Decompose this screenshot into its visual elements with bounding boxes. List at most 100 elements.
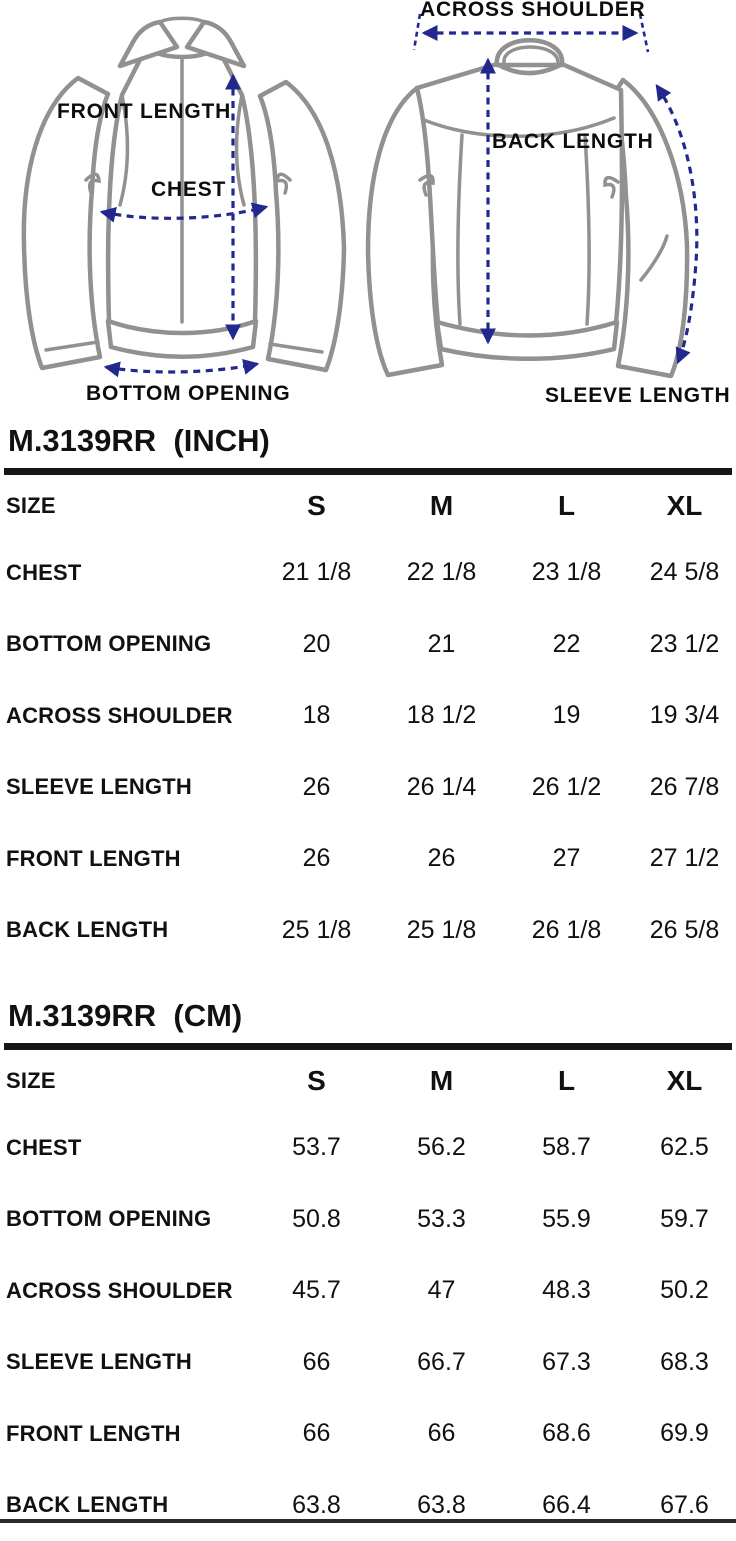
cell-value: 25 1/8	[254, 895, 379, 967]
cell-value: 24 5/8	[629, 537, 736, 609]
row-label: SLEEVE LENGTH	[4, 752, 254, 824]
back-body	[417, 64, 622, 337]
cell-value: 53.3	[379, 1184, 504, 1256]
size-header: SIZE	[4, 1050, 254, 1112]
across-shoulder-label: ACROSS SHOULDER	[420, 0, 646, 21]
sleeve-length-label: SLEEVE LENGTH	[545, 384, 730, 407]
row-label: FRONT LENGTH	[4, 1398, 254, 1470]
table-row: BACK LENGTH 63.8 63.8 66.4 67.6	[4, 1470, 736, 1541]
table-row: BOTTOM OPENING 50.8 53.3 55.9 59.7	[4, 1184, 736, 1256]
cell-value: 26	[254, 752, 379, 824]
cell-value: 56.2	[379, 1112, 504, 1184]
row-label: BACK LENGTH	[4, 1470, 254, 1541]
cell-value: 50.8	[254, 1184, 379, 1256]
cell-value: 68.6	[504, 1398, 629, 1470]
row-label: ACROSS SHOULDER	[4, 1255, 254, 1327]
table-row: FRONT LENGTH 26 26 27 27 1/2	[4, 823, 736, 895]
jacket-back-view: ACROSS SHOULDER BACK LENGTH SLEEVE LENGT…	[368, 0, 730, 407]
cell-value: 58.7	[504, 1112, 629, 1184]
inch-table-divider	[4, 468, 732, 475]
cell-value: 66	[254, 1398, 379, 1470]
front-length-label: FRONT LENGTH	[57, 100, 231, 123]
cell-value: 59.7	[629, 1184, 736, 1256]
back-length-label: BACK LENGTH	[492, 130, 654, 153]
cell-value: 22	[504, 609, 629, 681]
table-row: BOTTOM OPENING 20 21 22 23 1/2	[4, 609, 736, 681]
row-label: ACROSS SHOULDER	[4, 680, 254, 752]
front-right-sleeve	[260, 82, 344, 370]
cell-value: 68.3	[629, 1327, 736, 1399]
cell-value: 23 1/8	[504, 537, 629, 609]
cell-value: 66.4	[504, 1470, 629, 1541]
cell-value: 21 1/8	[254, 537, 379, 609]
column-header-xl: XL	[629, 475, 736, 537]
row-label: CHEST	[4, 1112, 254, 1184]
cm-table-section: M.3139RR (CM) SIZE S M L XL CHEST 53.7 5…	[0, 998, 736, 1541]
cell-value: 26 1/8	[504, 895, 629, 967]
table-row: BACK LENGTH 25 1/8 25 1/8 26 1/8 26 5/8	[4, 895, 736, 967]
cell-value: 27	[504, 823, 629, 895]
cell-value: 26 7/8	[629, 752, 736, 824]
table-row: CHEST 53.7 56.2 58.7 62.5	[4, 1112, 736, 1184]
cell-value: 22 1/8	[379, 537, 504, 609]
jacket-diagram-svg: FRONT LENGTH CHEST BOTTOM OPENING ACROSS…	[0, 0, 736, 415]
column-header-l: L	[504, 475, 629, 537]
cell-value: 18 1/2	[379, 680, 504, 752]
cm-table-divider	[4, 1043, 732, 1050]
column-header-xl: XL	[629, 1050, 736, 1112]
table-row: ACROSS SHOULDER 45.7 47 48.3 50.2	[4, 1255, 736, 1327]
cell-value: 25 1/8	[379, 895, 504, 967]
inch-table-title: M.3139RR (INCH)	[8, 423, 728, 459]
cell-value: 26 5/8	[629, 895, 736, 967]
row-label: CHEST	[4, 537, 254, 609]
cell-value: 55.9	[504, 1184, 629, 1256]
cell-value: 21	[379, 609, 504, 681]
cell-value: 20	[254, 609, 379, 681]
cell-value: 53.7	[254, 1112, 379, 1184]
inch-table-section: M.3139RR (INCH) SIZE S M L XL CHEST 21 1…	[0, 423, 736, 966]
table-header-row: SIZE S M L XL	[4, 1050, 736, 1112]
table-header-row: SIZE S M L XL	[4, 475, 736, 537]
cell-value: 23 1/2	[629, 609, 736, 681]
cell-value: 27 1/2	[629, 823, 736, 895]
inch-size-table: SIZE S M L XL CHEST 21 1/8 22 1/8 23 1/8…	[4, 475, 736, 966]
cell-value: 26 1/4	[379, 752, 504, 824]
bottom-opening-label: BOTTOM OPENING	[86, 382, 291, 405]
cell-value: 63.8	[379, 1470, 504, 1541]
column-header-s: S	[254, 1050, 379, 1112]
cell-value: 63.8	[254, 1470, 379, 1541]
jacket-measurement-diagrams: FRONT LENGTH CHEST BOTTOM OPENING ACROSS…	[0, 0, 736, 415]
cell-value: 26 1/2	[504, 752, 629, 824]
row-label: BOTTOM OPENING	[4, 1184, 254, 1256]
cell-value: 69.9	[629, 1398, 736, 1470]
cell-value: 48.3	[504, 1255, 629, 1327]
column-header-l: L	[504, 1050, 629, 1112]
cell-value: 26	[379, 823, 504, 895]
cm-table-title: M.3139RR (CM)	[8, 998, 728, 1034]
jacket-front-view: FRONT LENGTH CHEST BOTTOM OPENING	[24, 18, 344, 405]
bottom-opening-arrow	[106, 364, 257, 372]
cell-value: 67.6	[629, 1470, 736, 1541]
cm-size-table: SIZE S M L XL CHEST 53.7 56.2 58.7 62.5 …	[4, 1050, 736, 1541]
column-header-m: M	[379, 1050, 504, 1112]
size-header: SIZE	[4, 475, 254, 537]
cell-value: 67.3	[504, 1327, 629, 1399]
cell-value: 26	[254, 823, 379, 895]
bottom-cropped-divider	[0, 1519, 736, 1523]
cell-value: 62.5	[629, 1112, 736, 1184]
cell-value: 66.7	[379, 1327, 504, 1399]
row-label: FRONT LENGTH	[4, 823, 254, 895]
cell-value: 19 3/4	[629, 680, 736, 752]
cell-value: 18	[254, 680, 379, 752]
chest-label: CHEST	[151, 178, 226, 201]
cell-value: 50.2	[629, 1255, 736, 1327]
table-row: CHEST 21 1/8 22 1/8 23 1/8 24 5/8	[4, 537, 736, 609]
row-label: SLEEVE LENGTH	[4, 1327, 254, 1399]
cell-value: 19	[504, 680, 629, 752]
cell-value: 66	[254, 1327, 379, 1399]
table-row: FRONT LENGTH 66 66 68.6 69.9	[4, 1398, 736, 1470]
table-row: SLEEVE LENGTH 66 66.7 67.3 68.3	[4, 1327, 736, 1399]
cell-value: 45.7	[254, 1255, 379, 1327]
table-row: ACROSS SHOULDER 18 18 1/2 19 19 3/4	[4, 680, 736, 752]
